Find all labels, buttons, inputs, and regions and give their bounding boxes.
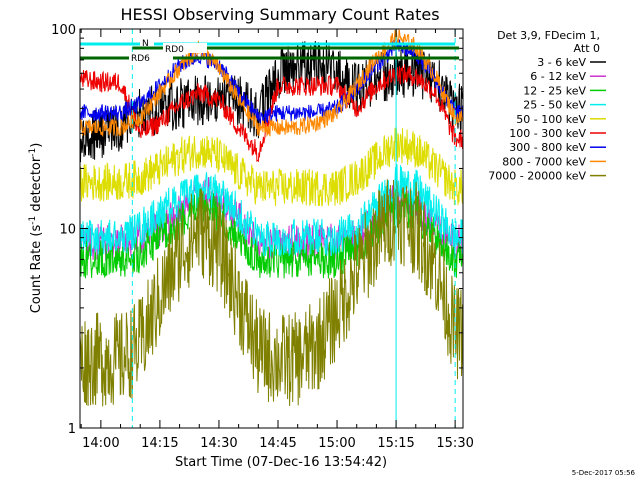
legend-entry-label: 25 - 50 keV <box>523 99 586 112</box>
x-tick-label: 15:15 <box>377 436 414 451</box>
legend-entry-label: 300 - 800 keV <box>509 141 586 154</box>
series-line <box>79 28 464 138</box>
y-axis-label: Count Rate (s-1 detector-1) <box>28 143 44 314</box>
series-line <box>79 64 464 162</box>
series-line <box>79 164 464 257</box>
legend-header-line-1: Det 3,9, FDecim 1, <box>497 29 600 42</box>
x-tick-label: 14:30 <box>200 436 237 451</box>
legend-entry-label: 12 - 25 keV <box>523 84 586 97</box>
y-tick-label: 100 <box>51 23 76 38</box>
series-line <box>79 179 464 407</box>
x-tick-label: 14:45 <box>259 436 296 451</box>
chart-title: HESSI Observing Summary Count Rates <box>120 5 439 24</box>
axes: 1 10 100 14:00 14:15 14:30 14:45 15:00 15:15 15:3… <box>51 23 474 451</box>
series-line <box>79 177 464 263</box>
series-line <box>79 127 464 207</box>
y-tick-label: 1 <box>68 422 76 437</box>
legend-entry-label: 50 - 100 keV <box>516 113 586 126</box>
generation-date: 5-Dec-2017 05:56 <box>572 469 636 477</box>
x-tick-label: 14:15 <box>141 436 178 451</box>
x-tick-label: 15:30 <box>436 436 473 451</box>
x-tick-label: 14:00 <box>82 436 119 451</box>
mode-label-rd6: RD6 <box>131 54 150 64</box>
x-axis-label: Start Time (07-Dec-16 13:54:42) <box>175 455 387 470</box>
x-tick-label: 15:00 <box>318 436 355 451</box>
mode-label-n: N <box>142 39 149 49</box>
mode-label-rd0: RD0 <box>165 45 184 55</box>
legend-entry-label: 800 - 7000 keV <box>502 155 586 168</box>
data-traces <box>79 28 464 407</box>
legend-entry-label: 100 - 300 keV <box>509 127 586 140</box>
y-tick-label: 10 <box>59 223 76 238</box>
legend-entry-label: 6 - 12 keV <box>530 70 586 83</box>
legend-entry-label: 3 - 6 keV <box>537 56 586 69</box>
legend-header-line-2: Att 0 <box>574 42 600 55</box>
legend-entry-label: 7000 - 20000 keV <box>488 170 586 183</box>
